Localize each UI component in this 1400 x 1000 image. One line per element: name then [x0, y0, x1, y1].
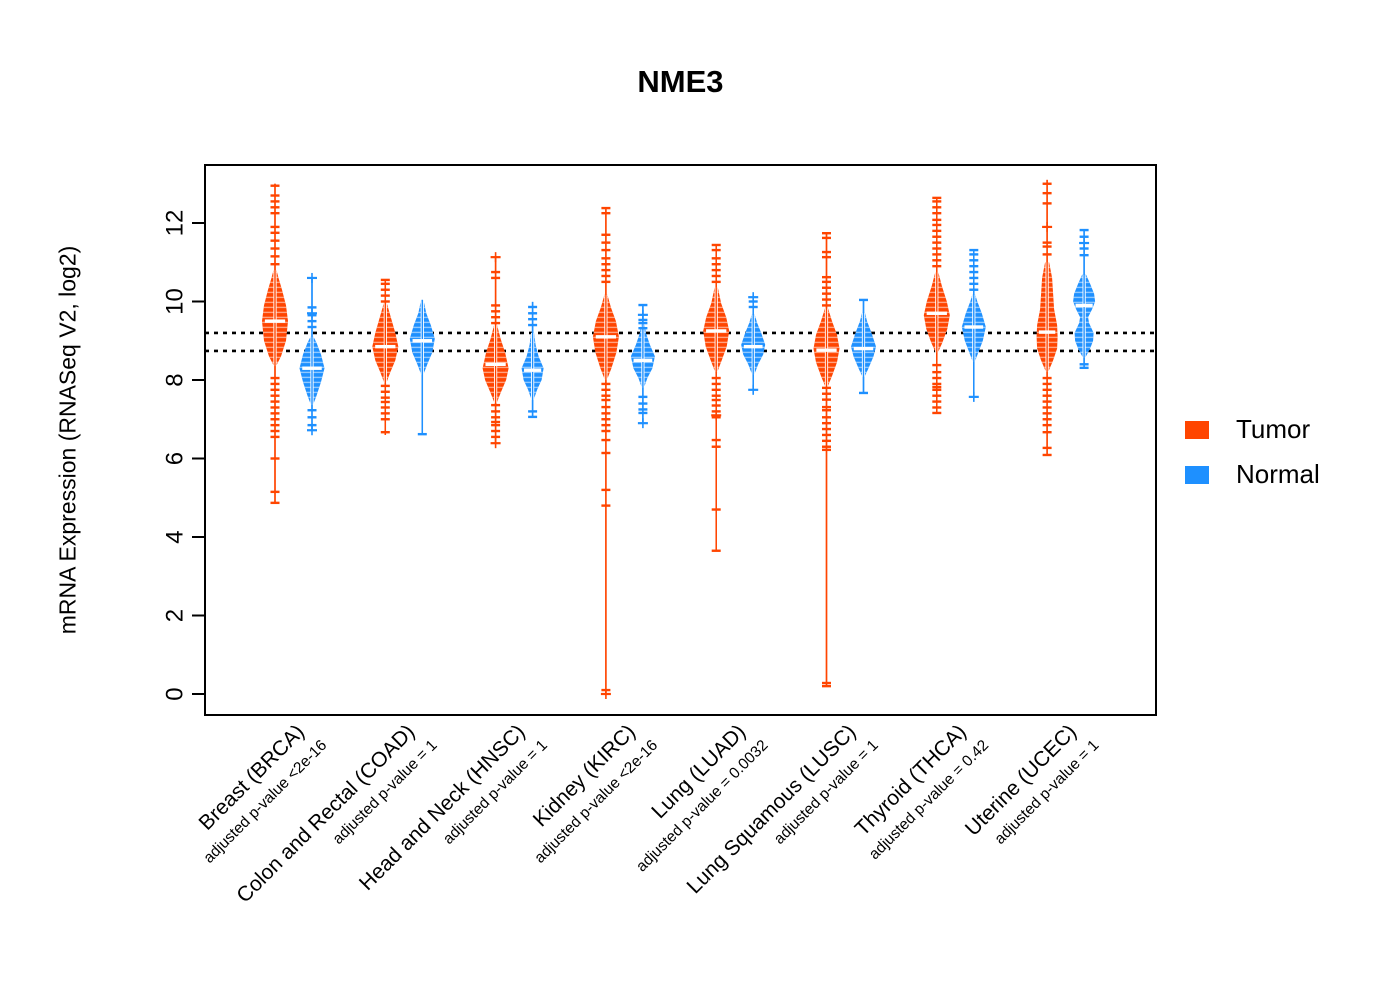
violin-tumor	[262, 183, 288, 505]
violin-tumor	[1036, 179, 1058, 457]
y-tick-label: 10	[161, 288, 188, 315]
group-3: Kidney (KIRC)adjusted p-value <2e-16	[529, 206, 661, 867]
legend-label-normal: Normal	[1236, 459, 1320, 489]
normal-swatch-icon	[1185, 465, 1209, 484]
plot-box	[204, 164, 1157, 716]
y-tick-label: 2	[161, 609, 188, 622]
violin-tumor	[592, 206, 619, 699]
tumor-swatch-icon	[1185, 420, 1209, 439]
violin-tumor	[813, 232, 840, 688]
legend-row-normal: Normal	[1185, 459, 1320, 490]
group-4: Lung (LUAD)adjusted p-value = 0.0032	[633, 243, 772, 875]
legend-label-tumor: Tumor	[1236, 414, 1311, 444]
violin-normal	[961, 248, 986, 402]
group-6: Thyroid (THCA)adjusted p-value = 0.42	[851, 196, 992, 863]
violin-tumor	[703, 243, 730, 552]
y-tick-label: 4	[161, 530, 188, 543]
y-tick-label: 6	[161, 452, 188, 465]
chart-title: NME3	[637, 64, 724, 99]
violin-tumor	[923, 196, 950, 415]
violin-normal	[409, 299, 435, 436]
group-0: Breast (BRCA)adjusted p-value <2e-16	[195, 183, 330, 867]
y-tick-label: 0	[161, 687, 188, 700]
violin-tumor	[482, 252, 509, 449]
violin-normal	[851, 298, 876, 395]
y-tick-label: 12	[161, 210, 188, 237]
violin-normal	[1073, 228, 1096, 370]
legend-row-tumor: Tumor	[1185, 414, 1320, 445]
violin-tumor	[372, 278, 399, 435]
violin-normal	[630, 303, 655, 429]
violin-normal	[741, 292, 766, 395]
legend: Tumor Normal	[1185, 414, 1320, 504]
violin-normal	[299, 272, 325, 436]
y-tick-label: 8	[161, 373, 188, 386]
violin-normal	[521, 301, 544, 419]
